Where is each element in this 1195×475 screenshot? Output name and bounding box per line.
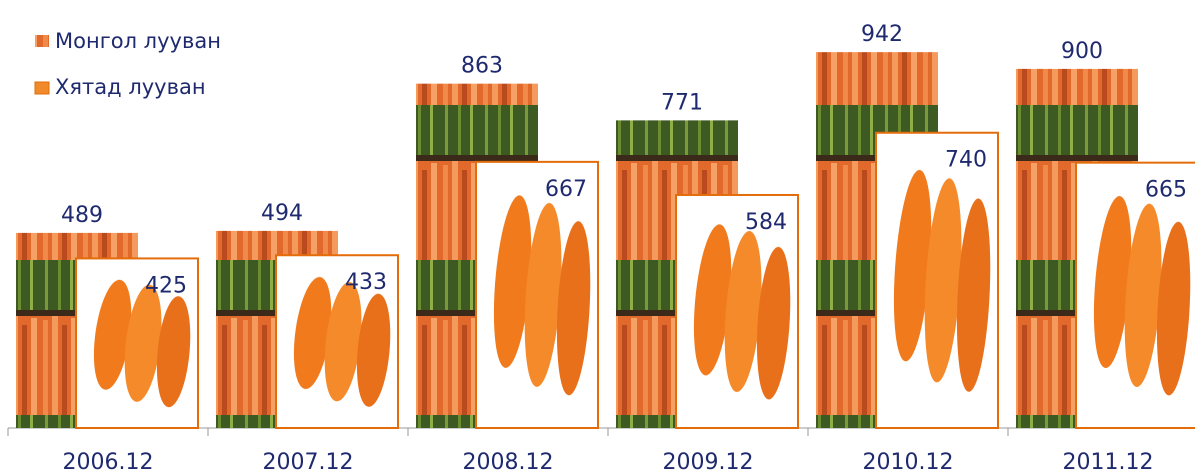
x-tick-label: 2009.12: [663, 450, 754, 475]
data-label: 425: [145, 273, 187, 298]
x-tick-label: 2010.12: [863, 450, 954, 475]
data-label: 665: [1145, 178, 1187, 203]
data-label: 771: [661, 90, 703, 115]
data-label: 740: [945, 148, 987, 173]
legend-label: Хятад лууван: [55, 75, 206, 99]
chart: Монгол лууван Хятад лууван 2006.12 489 425…: [0, 0, 1195, 475]
x-tick-label: 2011.12: [1063, 450, 1154, 475]
bar: [876, 133, 998, 428]
x-tick-label: 2008.12: [463, 450, 554, 475]
data-label: 494: [261, 201, 303, 226]
data-label: 489: [61, 203, 103, 228]
data-label: 863: [461, 54, 503, 79]
data-label: 584: [745, 210, 787, 235]
legend: Монгол лууван Хятад лууван: [35, 29, 221, 99]
x-tick-label: 2007.12: [263, 450, 354, 475]
data-label: 942: [861, 22, 903, 47]
x-tick-label: 2006.12: [63, 450, 154, 475]
data-label: 667: [545, 177, 587, 202]
data-label: 900: [1061, 39, 1103, 64]
legend-swatch: [35, 82, 49, 94]
legend-label: Монгол лууван: [55, 29, 221, 53]
data-label: 433: [345, 270, 387, 295]
legend-swatch: [35, 35, 49, 47]
